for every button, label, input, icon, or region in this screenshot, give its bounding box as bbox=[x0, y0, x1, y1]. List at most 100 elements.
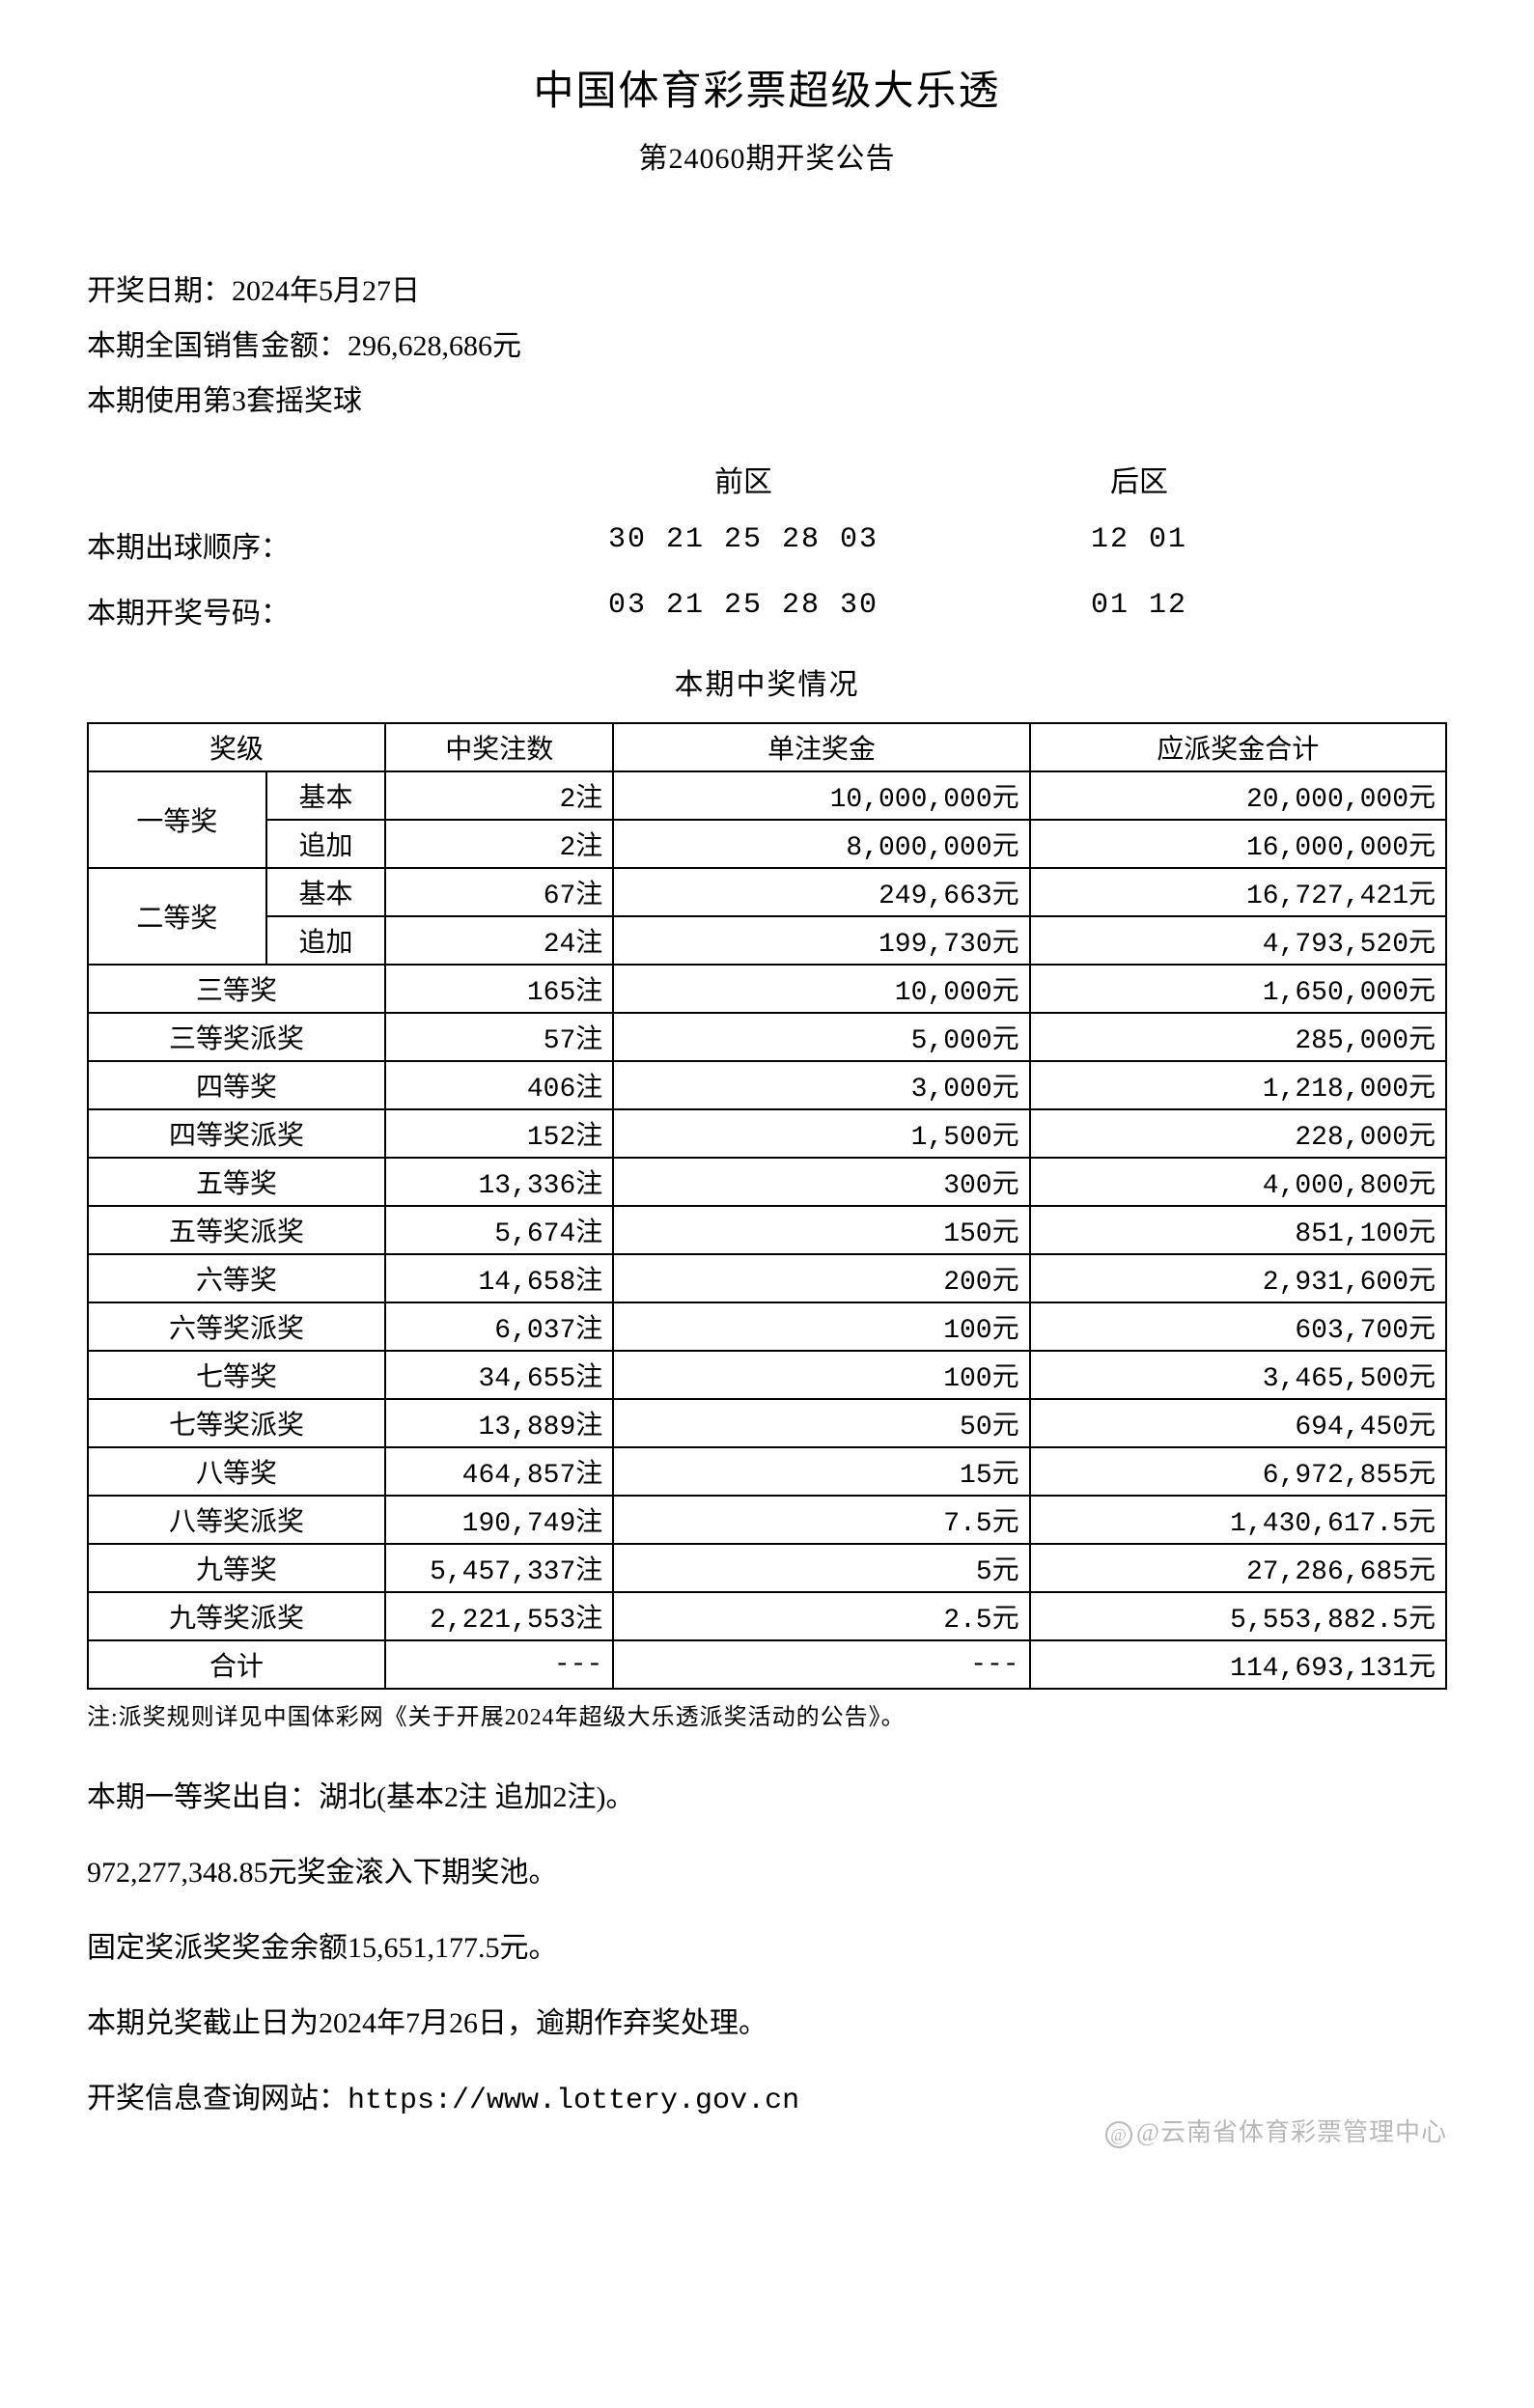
cell-total: 603,700元 bbox=[1030, 1302, 1446, 1351]
cell-total: 4,793,520元 bbox=[1030, 916, 1446, 965]
table-row: 六等奖 14,658注 200元 2,931,600元 bbox=[88, 1254, 1446, 1302]
cell-total: 114,693,131元 bbox=[1030, 1640, 1446, 1689]
cell-count: 13,889注 bbox=[385, 1399, 613, 1447]
cell-amount: 50元 bbox=[613, 1399, 1029, 1447]
prize-table-title: 本期中奖情况 bbox=[87, 660, 1447, 703]
prize-level: 八等奖派奖 bbox=[88, 1496, 385, 1544]
table-row: 九等奖派奖 2,221,553注 2.5元 5,553,882.5元 bbox=[88, 1592, 1446, 1640]
table-row: 四等奖派奖 152注 1,500元 228,000元 bbox=[88, 1109, 1446, 1158]
footnote: 注:派奖规则详见中国体彩网《关于开展2024年超级大乐透派奖活动的公告》。 bbox=[87, 1697, 1447, 1731]
cell-amount: 2.5元 bbox=[613, 1592, 1029, 1640]
prize-level: 五等奖 bbox=[88, 1158, 385, 1206]
page-subtitle: 第24060期开奖公告 bbox=[87, 134, 1447, 177]
prize-level: 九等奖派奖 bbox=[88, 1592, 385, 1640]
table-row: 六等奖派奖 6,037注 100元 603,700元 bbox=[88, 1302, 1446, 1351]
website-url: https://www.lottery.gov.cn bbox=[348, 2085, 799, 2117]
back-area-label: 后区 bbox=[975, 458, 1303, 500]
cell-count: 2注 bbox=[385, 771, 613, 820]
table-row: 七等奖 34,655注 100元 3,465,500元 bbox=[88, 1351, 1446, 1399]
cell-amount: 10,000,000元 bbox=[613, 771, 1029, 820]
table-row: 八等奖 464,857注 15元 6,972,855元 bbox=[88, 1447, 1446, 1496]
cell-count: 152注 bbox=[385, 1109, 613, 1158]
prize-level: 四等奖 bbox=[88, 1061, 385, 1109]
cell-count: 34,655注 bbox=[385, 1351, 613, 1399]
cell-count: 67注 bbox=[385, 868, 613, 916]
cell-amount: 300元 bbox=[613, 1158, 1029, 1206]
cell-total: 3,465,500元 bbox=[1030, 1351, 1446, 1399]
col-header-count: 中奖注数 bbox=[385, 723, 613, 771]
extra-label: 追加 bbox=[266, 916, 385, 965]
cell-amount: --- bbox=[613, 1640, 1029, 1689]
cell-amount: 7.5元 bbox=[613, 1496, 1029, 1544]
cell-total: 694,450元 bbox=[1030, 1399, 1446, 1447]
table-row: 二等奖 基本 67注 249,663元 16,727,421元 bbox=[88, 868, 1446, 916]
prize-level: 三等奖 bbox=[88, 965, 385, 1013]
cell-total: 2,931,600元 bbox=[1030, 1254, 1446, 1302]
col-header-level: 奖级 bbox=[88, 723, 385, 771]
col-header-total: 应派奖金合计 bbox=[1030, 723, 1446, 771]
cell-total: 228,000元 bbox=[1030, 1109, 1446, 1158]
extra-label: 追加 bbox=[266, 820, 385, 868]
winning-back: 01 12 bbox=[975, 589, 1303, 631]
winning-numbers-label: 本期开奖号码： bbox=[87, 589, 512, 631]
prize-level: 六等奖派奖 bbox=[88, 1302, 385, 1351]
cell-total: 6,972,855元 bbox=[1030, 1447, 1446, 1496]
cell-total: 4,000,800元 bbox=[1030, 1158, 1446, 1206]
draw-order-back: 12 01 bbox=[975, 523, 1303, 566]
claim-deadline: 本期兑奖截止日为2024年7月26日，逾期作弃奖处理。 bbox=[87, 1986, 1447, 2061]
footer-block: 本期一等奖出自：湖北(基本2注 追加2注)。 972,277,348.85元奖金… bbox=[87, 1760, 1447, 2139]
table-row: 四等奖 406注 3,000元 1,218,000元 bbox=[88, 1061, 1446, 1109]
table-row: 七等奖派奖 13,889注 50元 694,450元 bbox=[88, 1399, 1446, 1447]
winner-origin: 本期一等奖出自：湖北(基本2注 追加2注)。 bbox=[87, 1760, 1447, 1835]
first-prize-label: 一等奖 bbox=[88, 771, 266, 868]
draw-date-value: 2024年5月27日 bbox=[232, 275, 420, 307]
table-row: 追加 2注 8,000,000元 16,000,000元 bbox=[88, 820, 1446, 868]
cell-total: 851,100元 bbox=[1030, 1206, 1446, 1254]
cell-count: 24注 bbox=[385, 916, 613, 965]
basic-label: 基本 bbox=[266, 868, 385, 916]
prize-table: 奖级 中奖注数 单注奖金 应派奖金合计 一等奖 基本 2注 10,000,000… bbox=[87, 722, 1447, 1690]
table-row: 五等奖派奖 5,674注 150元 851,100元 bbox=[88, 1206, 1446, 1254]
prize-level: 九等奖 bbox=[88, 1544, 385, 1592]
prize-level: 八等奖 bbox=[88, 1447, 385, 1496]
cell-count: 464,857注 bbox=[385, 1447, 613, 1496]
cell-total: 5,553,882.5元 bbox=[1030, 1592, 1446, 1640]
cell-amount: 5,000元 bbox=[613, 1013, 1029, 1061]
cell-amount: 100元 bbox=[613, 1302, 1029, 1351]
table-row: 三等奖派奖 57注 5,000元 285,000元 bbox=[88, 1013, 1446, 1061]
cell-count: 2,221,553注 bbox=[385, 1592, 613, 1640]
table-row: 追加 24注 199,730元 4,793,520元 bbox=[88, 916, 1446, 965]
cell-total: 285,000元 bbox=[1030, 1013, 1446, 1061]
prize-level: 七等奖派奖 bbox=[88, 1399, 385, 1447]
cell-amount: 150元 bbox=[613, 1206, 1029, 1254]
table-row: 八等奖派奖 190,749注 7.5元 1,430,617.5元 bbox=[88, 1496, 1446, 1544]
cell-amount: 8,000,000元 bbox=[613, 820, 1029, 868]
prize-level: 六等奖 bbox=[88, 1254, 385, 1302]
info-block: 开奖日期：2024年5月27日 本期全国销售金额：296,628,686元 本期… bbox=[87, 264, 1447, 429]
table-header-row: 奖级 中奖注数 单注奖金 应派奖金合计 bbox=[88, 723, 1446, 771]
basic-label: 基本 bbox=[266, 771, 385, 820]
cell-amount: 3,000元 bbox=[613, 1061, 1029, 1109]
table-row: 五等奖 13,336注 300元 4,000,800元 bbox=[88, 1158, 1446, 1206]
cell-count: 13,336注 bbox=[385, 1158, 613, 1206]
cell-amount: 100元 bbox=[613, 1351, 1029, 1399]
cell-total: 16,727,421元 bbox=[1030, 868, 1446, 916]
cell-amount: 10,000元 bbox=[613, 965, 1029, 1013]
ball-set-label: 本期使用第3套摇奖球 bbox=[87, 374, 1447, 429]
cell-count: 406注 bbox=[385, 1061, 613, 1109]
prize-level: 四等奖派奖 bbox=[88, 1109, 385, 1158]
cell-total: 1,650,000元 bbox=[1030, 965, 1446, 1013]
table-row: 三等奖 165注 10,000元 1,650,000元 bbox=[88, 965, 1446, 1013]
cell-count: 14,658注 bbox=[385, 1254, 613, 1302]
col-header-amount: 单注奖金 bbox=[613, 723, 1029, 771]
cell-count: 5,674注 bbox=[385, 1206, 613, 1254]
cell-total: 16,000,000元 bbox=[1030, 820, 1446, 868]
sales-label: 本期全国销售金额： bbox=[87, 330, 348, 362]
second-prize-label: 二等奖 bbox=[88, 868, 266, 965]
cell-count: 5,457,337注 bbox=[385, 1544, 613, 1592]
cell-count: 57注 bbox=[385, 1013, 613, 1061]
cell-total: 27,286,685元 bbox=[1030, 1544, 1446, 1592]
watermark-text: @云南省体育彩票管理中心 bbox=[1136, 2118, 1447, 2146]
draw-date-label: 开奖日期： bbox=[87, 275, 232, 307]
cell-total: 1,430,617.5元 bbox=[1030, 1496, 1446, 1544]
